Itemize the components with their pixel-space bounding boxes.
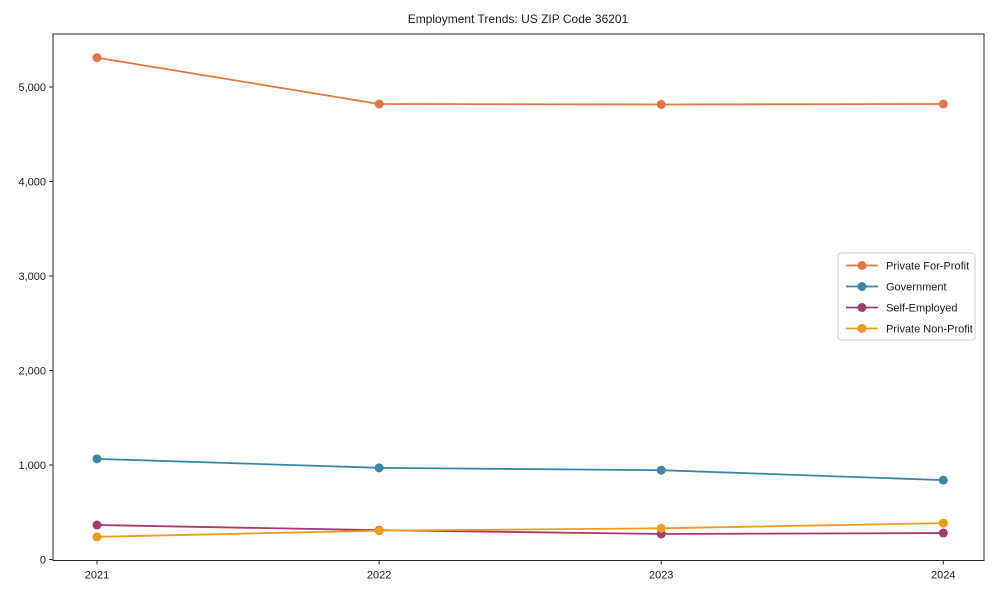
legend-marker [857,303,867,312]
data-point-marker [938,475,948,485]
series-line-0 [96,56,944,106]
data-point-marker [92,520,102,530]
legend-marker [857,282,867,291]
y-tick-label: 4,000 [18,177,46,189]
x-tick-label: 2024 [931,570,955,582]
data-point-marker [92,454,102,464]
axes: 0 1,000 2,000 3,000 4,000 5,000 2021 2022 2023 20… [18,33,985,582]
data-point-marker [92,532,102,542]
data-point-marker [656,99,666,109]
legend-label: Private For-Profit [886,261,969,273]
data-point-marker [656,465,666,475]
data-point-marker [374,526,384,536]
x-tick-label: 2022 [367,570,391,582]
data-point-marker [656,523,666,533]
legend-box [837,252,976,341]
data-point-marker [374,99,384,109]
x-tick-label: 2021 [85,570,109,582]
y-tick-label: 3,000 [18,271,46,283]
y-tick-label: 0 [40,555,46,567]
series-line-1 [96,457,944,482]
x-tick-label: 2023 [649,570,673,582]
legend-marker [857,324,867,333]
legend-marker [857,261,867,270]
y-tick-label: 5,000 [18,82,46,94]
chart-title: Employment Trends: US ZIP Code 36201 [408,12,629,26]
series-layer [92,53,948,542]
y-tick-label: 1,000 [18,460,46,472]
y-tick-label: 2,000 [18,366,46,378]
legend: Private For-Profit Government Self-Employe… [837,252,976,341]
data-point-marker [374,463,384,473]
legend-label: Government [886,282,947,294]
data-point-marker [938,99,948,109]
plot-frame [52,33,985,561]
series-line-3 [96,522,944,538]
data-point-marker [938,528,948,538]
data-point-marker [938,518,948,528]
legend-label: Self-Employed [886,303,958,315]
series-line-2 [96,524,944,535]
data-point-marker [92,53,102,63]
legend-label: Private Non-Profit [886,324,973,336]
